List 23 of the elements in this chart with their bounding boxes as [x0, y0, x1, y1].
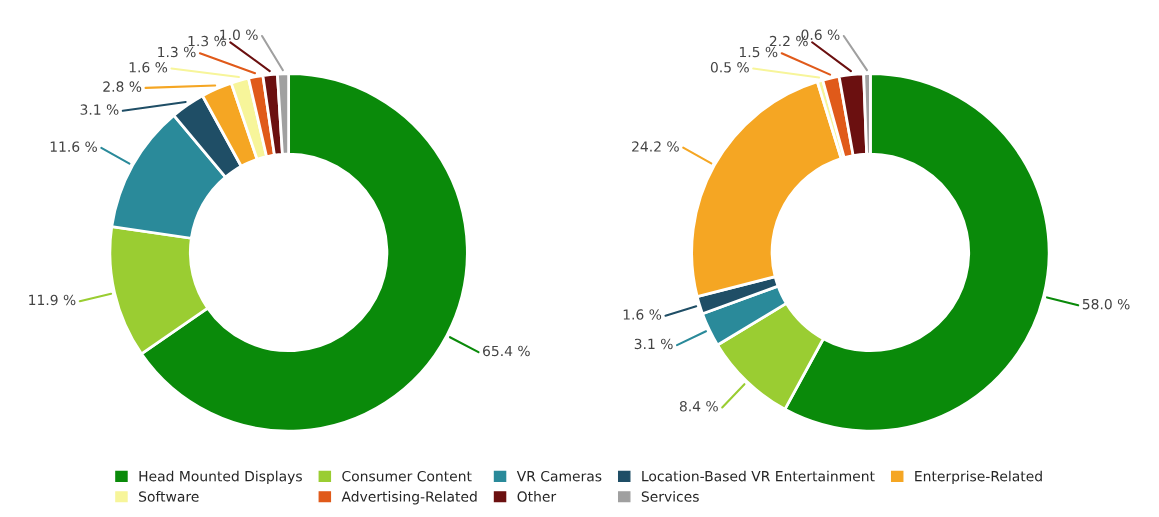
data-label: 3.1 % [634, 338, 673, 350]
data-label: 24.2 % [632, 141, 679, 152]
data-label: 8.4 % [679, 401, 718, 412]
data-label: 11.6 % [50, 141, 97, 152]
legend-label: Software [139, 491, 199, 502]
data-label: 1.6 % [129, 62, 168, 73]
data-label: 1.5 % [739, 46, 778, 58]
legend-label: Services [641, 491, 699, 502]
data-label: 11.9 % [29, 294, 76, 306]
legend-label: Head Mounted Displays [139, 470, 302, 485]
legend-label: Location-Based VR Entertainment [642, 470, 875, 482]
data-label: 1.3 % [158, 46, 196, 58]
data-label: 3.1 % [80, 104, 119, 115]
legend-label: Enterprise-Related [915, 470, 1042, 485]
data-label: 2.8 % [103, 81, 142, 92]
data-label: 0.5 % [710, 62, 749, 73]
legend-label: Other [517, 491, 557, 502]
legend-label: Consumer Content [342, 470, 472, 482]
legend-label: Advertising-Related [341, 491, 477, 505]
legend-label: VR Cameras [516, 470, 602, 482]
data-label: 58.0 % [1082, 298, 1130, 310]
data-label: 1.6 % [623, 309, 662, 320]
data-label: 65.4 % [483, 345, 530, 357]
